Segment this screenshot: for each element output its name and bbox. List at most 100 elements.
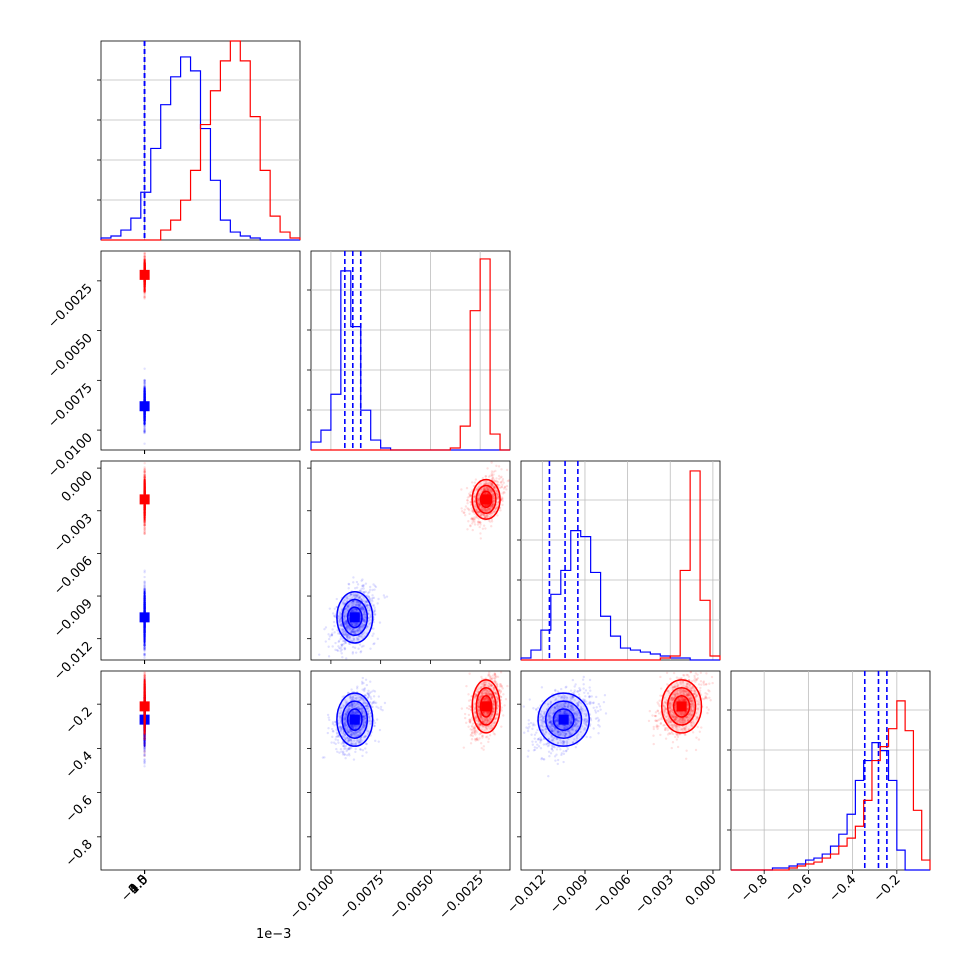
scatter-point — [143, 293, 146, 297]
scatter-point — [332, 620, 336, 624]
scatter-point — [143, 431, 146, 434]
scatter-point — [143, 383, 146, 386]
scatter-point — [501, 483, 504, 486]
scatter-point — [338, 646, 341, 650]
scatter-point — [143, 575, 146, 579]
scatter-point — [143, 425, 146, 428]
scatter-point — [372, 627, 375, 630]
scatter-point — [340, 652, 343, 655]
scatter-point — [143, 384, 146, 387]
scatter-point — [143, 430, 146, 433]
scatter-point — [143, 379, 146, 382]
scatter-point — [367, 591, 370, 595]
scatter-point — [356, 583, 360, 586]
histogram-series-1 — [521, 470, 721, 661]
scatter-point — [352, 581, 355, 584]
scatter-point — [143, 429, 146, 432]
scatter-point — [470, 481, 474, 484]
scatter-point — [143, 382, 146, 385]
scatter-point — [327, 637, 331, 641]
scatter-point — [371, 596, 374, 600]
scatter-point — [497, 465, 501, 468]
scatter-point — [143, 569, 146, 572]
density-peak — [139, 494, 150, 505]
scatter-frame — [100, 250, 301, 451]
scatter-point — [143, 383, 146, 387]
scatter-point — [481, 527, 485, 530]
scatter-point — [469, 524, 472, 527]
scatter-point — [347, 587, 350, 590]
scatter-point — [333, 624, 336, 628]
scatter-point — [465, 486, 469, 490]
scatter-point — [383, 596, 386, 599]
scatter-point — [143, 427, 146, 430]
scatter-point — [143, 382, 146, 385]
scatter-point — [143, 473, 146, 476]
scatter-point — [343, 647, 347, 650]
scatter-point — [143, 462, 146, 465]
scatter-point — [143, 430, 146, 433]
scatter-point — [351, 645, 355, 649]
scatter-point — [354, 651, 358, 654]
scatter-point — [368, 588, 372, 592]
scatter-point — [143, 653, 146, 657]
scatter-point — [339, 637, 342, 641]
density-peak — [349, 612, 360, 623]
scatter-point — [374, 585, 378, 589]
scatter-point — [333, 631, 336, 634]
scatter-point — [495, 477, 498, 480]
scatter-point — [341, 655, 344, 659]
histogram-panel-1 — [307, 250, 511, 451]
scatter-point — [143, 532, 146, 536]
scatter-point — [339, 649, 342, 653]
scatter-point — [143, 520, 146, 524]
scatter-point — [143, 380, 146, 383]
scatter-point — [143, 468, 146, 471]
scatter-point — [318, 653, 321, 656]
scatter-point — [362, 587, 365, 590]
scatter-point — [360, 579, 363, 582]
scatter-point — [143, 381, 146, 384]
histogram-panel-2 — [517, 460, 721, 661]
scatter-point — [143, 429, 146, 432]
scatter-point — [324, 640, 327, 643]
scatter-point — [359, 589, 362, 592]
scatter-point — [143, 386, 146, 389]
scatter-point — [143, 476, 146, 479]
scatter-point — [337, 639, 341, 643]
scatter-point — [378, 621, 382, 624]
scatter-point — [327, 633, 330, 636]
scatter-point — [143, 379, 146, 383]
scatter-point — [373, 588, 376, 591]
scatter-point — [331, 612, 335, 615]
scatter-point — [385, 595, 389, 598]
scatter-point — [143, 254, 146, 258]
scatter-panel-2-0 — [97, 460, 301, 664]
scatter-point — [143, 295, 146, 299]
scatter-point — [340, 645, 343, 648]
scatter-point — [143, 385, 146, 389]
histogram-panel-0 — [97, 40, 301, 241]
scatter-point — [373, 608, 376, 611]
scatter-point — [500, 468, 503, 471]
scatter-point — [364, 582, 368, 585]
histogram-panel-3 — [727, 670, 931, 871]
histogram-series-1 — [311, 258, 510, 451]
scatter-point — [371, 634, 374, 638]
scatter-point — [331, 645, 334, 648]
scatter-point — [335, 597, 338, 601]
histogram-series-0 — [310, 270, 510, 451]
scatter-panel-1-0 — [97, 250, 301, 454]
scatter-point — [484, 527, 487, 530]
scatter-point — [143, 646, 146, 649]
scatter-point — [143, 367, 146, 370]
scatter-panel-2-1 — [307, 460, 511, 664]
density-peak — [139, 269, 150, 280]
scatter-point — [334, 648, 337, 652]
scatter-point — [143, 656, 146, 660]
scatter-point — [143, 442, 146, 445]
scatter-point — [373, 606, 376, 609]
scatter-point — [372, 632, 375, 635]
histogram-series-1 — [731, 700, 931, 871]
